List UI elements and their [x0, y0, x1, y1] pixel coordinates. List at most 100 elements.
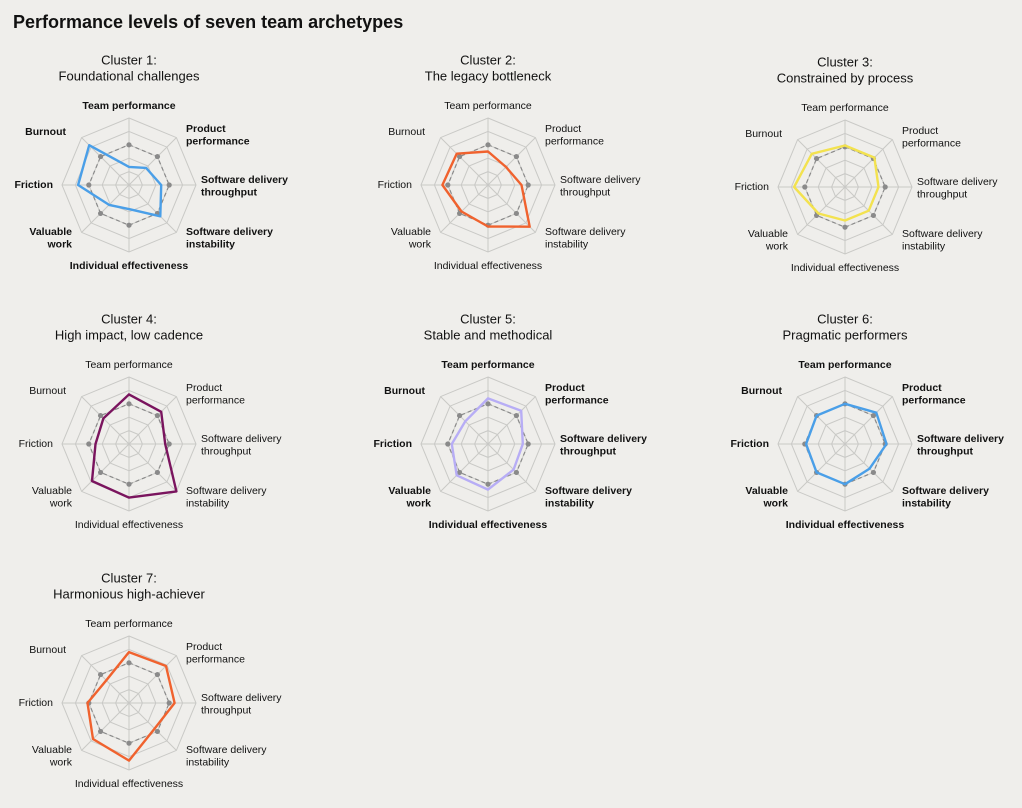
reference-point: [97, 210, 104, 217]
chart-title: Cluster 6:: [817, 311, 873, 326]
spoke: [81, 655, 130, 704]
axis-label: throughput: [917, 188, 967, 200]
axis-label: Valuable: [745, 485, 788, 497]
reference-point: [154, 728, 161, 735]
reference-point: [126, 660, 132, 666]
reference-point: [166, 700, 172, 706]
axis-label: Burnout: [29, 385, 66, 397]
axis-label: Software delivery: [545, 226, 626, 238]
axis-label: Product: [545, 382, 585, 394]
axis-label: Team performance: [798, 359, 891, 371]
chart-title: Pragmatic performers: [783, 327, 908, 342]
axis-label: Burnout: [29, 644, 66, 656]
spoke: [128, 137, 177, 186]
chart-title: Cluster 7:: [101, 570, 157, 585]
reference-point: [97, 671, 104, 678]
radar-chart: Cluster 4:High impact, low cadence Team p…: [19, 311, 283, 530]
axis-label: Software delivery: [560, 174, 641, 186]
axis-label: Valuable: [29, 226, 72, 238]
reference-line: [447, 403, 529, 485]
spoke: [440, 184, 489, 233]
axis-label: work: [762, 497, 788, 509]
spoke: [487, 443, 536, 492]
reference-point: [870, 412, 877, 419]
reference-point: [154, 412, 161, 419]
axis-label: work: [765, 240, 789, 252]
axis-label: performance: [186, 394, 245, 406]
axis-label: Valuable: [32, 744, 72, 756]
axis-label: Friction: [19, 438, 54, 450]
chart-title: The legacy bottleneck: [425, 68, 552, 83]
series-line: [76, 143, 163, 218]
axis-label: Product: [186, 123, 226, 135]
axis-label: Friction: [378, 179, 413, 191]
spoke: [844, 443, 893, 492]
chart-title: High impact, low cadence: [55, 327, 203, 342]
series-line: [804, 402, 888, 486]
axis-label: Software delivery: [201, 433, 282, 445]
series-line: [792, 144, 880, 222]
axis-label: Individual effectiveness: [70, 260, 189, 272]
spoke: [81, 702, 130, 751]
axis-label: throughput: [917, 445, 973, 457]
reference-point: [813, 155, 820, 162]
axis-label: Individual effectiveness: [434, 260, 542, 272]
series-line: [86, 650, 176, 762]
axis-label: Team performance: [441, 359, 534, 371]
axis-label: Friction: [735, 181, 770, 193]
axis-label: Valuable: [391, 226, 431, 238]
chart-title: Cluster 4:: [101, 311, 157, 326]
reference-point: [485, 142, 491, 148]
reference-point: [485, 401, 491, 407]
spoke: [128, 443, 177, 492]
reference-point: [154, 153, 161, 160]
reference-point: [154, 671, 161, 678]
axis-label: Team performance: [85, 618, 173, 630]
axis-label: work: [49, 756, 73, 768]
axis-label: instability: [186, 238, 235, 250]
chart-title: Cluster 2:: [460, 52, 516, 67]
axis-label: work: [408, 238, 432, 250]
axis-label: Team performance: [82, 100, 175, 112]
spoke: [81, 184, 130, 233]
chart-title: Constrained by process: [777, 70, 914, 85]
chart-title: Cluster 3:: [817, 54, 873, 69]
axis-label: instability: [545, 238, 589, 250]
reference-line: [804, 146, 886, 228]
chart-title: Cluster 1:: [101, 52, 157, 67]
axis-label: Software delivery: [186, 226, 273, 238]
axis-label: Valuable: [748, 228, 788, 240]
axis-label: Team performance: [444, 100, 532, 112]
axis-label: Burnout: [741, 385, 782, 397]
axis-label: throughput: [201, 445, 251, 457]
axis-label: performance: [902, 394, 966, 406]
chart-title: Stable and methodical: [424, 327, 553, 342]
reference-point: [154, 469, 161, 476]
axis-label: Individual effectiveness: [786, 519, 905, 531]
axis-label: Friction: [374, 438, 413, 450]
axis-label: Software delivery: [560, 433, 647, 445]
axis-label: Individual effectiveness: [791, 262, 899, 274]
axis-label: throughput: [560, 186, 610, 198]
spoke: [487, 396, 536, 445]
radar-chart: Cluster 6:Pragmatic performers Team perfo…: [731, 311, 1005, 530]
axis-label: Individual effectiveness: [75, 778, 183, 790]
spoke: [797, 396, 846, 445]
reference-point: [126, 142, 132, 148]
reference-point: [456, 153, 463, 160]
axis-label: Product: [186, 382, 222, 394]
spoke: [128, 702, 177, 751]
radar-chart: Cluster 3:Constrained by process Team per…: [735, 54, 999, 273]
spoke: [844, 139, 893, 188]
reference-point: [126, 222, 132, 228]
reference-point: [445, 441, 451, 447]
reference-point: [126, 740, 132, 746]
reference-point: [126, 401, 132, 407]
axis-label: Software delivery: [201, 174, 288, 186]
axis-label: throughput: [560, 445, 616, 457]
axis-label: instability: [902, 240, 946, 252]
axis-label: Software delivery: [201, 692, 282, 704]
series-line: [90, 393, 178, 499]
axis-label: instability: [545, 497, 594, 509]
axis-label: Software delivery: [917, 433, 1004, 445]
